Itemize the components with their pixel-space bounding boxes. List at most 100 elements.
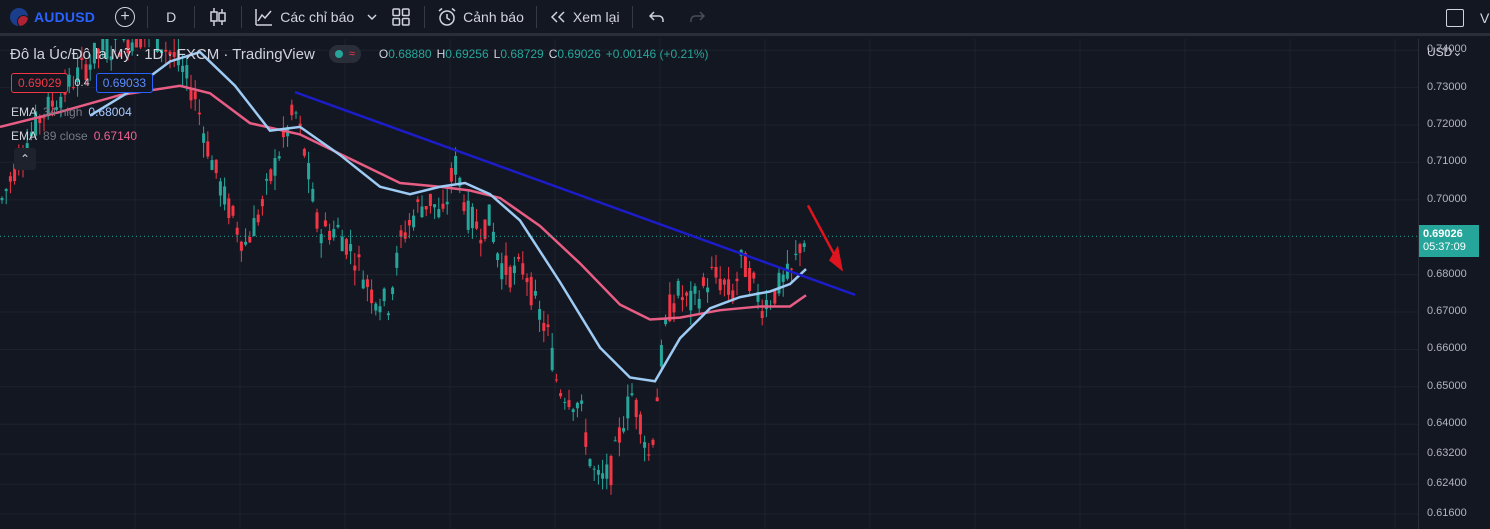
price-axis[interactable]: USD⌄ 0.69026 05:37:09 0.74000 0.73000 0.72…	[1418, 39, 1490, 529]
candle-body	[290, 105, 293, 116]
toolbar-divider	[536, 6, 537, 28]
candle-body	[265, 179, 268, 181]
candle-body	[358, 254, 361, 257]
indicator-ema34-legend[interactable]: EMA 34 high 0.68004	[11, 105, 132, 119]
price-tick-label: 0.63200	[1427, 447, 1467, 459]
candle-body	[702, 277, 705, 286]
price-chart[interactable]	[0, 39, 1418, 529]
candle-body	[530, 277, 533, 305]
symbol-label: AUDUSD	[34, 9, 95, 25]
candle-body	[479, 240, 482, 244]
candle-body	[799, 244, 802, 253]
candle-body	[534, 291, 537, 296]
trendline	[295, 92, 855, 295]
price-tick-label: 0.61600	[1427, 507, 1467, 519]
candle-body	[521, 263, 524, 274]
candle-body	[311, 189, 314, 201]
square-icon[interactable]	[1446, 9, 1464, 27]
candle-body	[689, 291, 692, 311]
indicator-ema89-legend[interactable]: EMA 89 close 0.67140	[11, 129, 137, 143]
ohlc-item: L0.68729	[494, 47, 544, 61]
candle-body	[496, 253, 499, 260]
collapse-legend-button[interactable]: ⌃	[14, 148, 36, 170]
chart-title[interactable]: Đô la Úc/Đô la Mỹ · 1D · FXCM · TradingV…	[10, 46, 315, 63]
market-status-pill[interactable]: ≈	[329, 45, 361, 63]
candle-body	[681, 297, 684, 300]
candle-body	[190, 89, 193, 100]
candle-body	[727, 279, 730, 295]
ohlc-item: H0.69256	[437, 47, 489, 61]
candle-body	[773, 289, 776, 303]
last-price-tag: 0.69026 05:37:09	[1419, 225, 1479, 257]
candle-body	[316, 212, 319, 228]
candle-body	[719, 279, 722, 290]
interval-label: D	[166, 9, 176, 25]
rewind-icon	[549, 10, 567, 24]
candle-body	[652, 440, 655, 445]
indicators-dropdown-button[interactable]	[362, 0, 382, 35]
candle-body	[710, 267, 713, 268]
candle-body	[656, 397, 659, 401]
candle-body	[605, 464, 608, 478]
chevron-up-icon: ⌃	[20, 152, 30, 166]
candle-body	[379, 306, 382, 312]
candle-body	[610, 456, 613, 485]
candle-body	[278, 156, 281, 158]
candle-body	[206, 141, 209, 156]
candle-body	[194, 91, 197, 99]
undo-button[interactable]	[637, 0, 677, 35]
layout-button[interactable]	[382, 0, 420, 35]
candle-body	[547, 324, 550, 327]
candle-body	[248, 237, 251, 242]
candle-body	[622, 428, 625, 431]
candle-body	[211, 160, 214, 170]
aud-usd-flag-icon	[10, 8, 28, 26]
toolbar-divider	[194, 6, 195, 28]
candles-icon	[209, 7, 227, 27]
candle-body	[563, 402, 566, 403]
spread-value: 0.4	[74, 77, 89, 89]
price-tick-label: 0.73000	[1427, 81, 1467, 93]
toolbar-divider	[424, 6, 425, 28]
ohlc-key: O	[379, 47, 388, 61]
toolbar-right: V	[1446, 0, 1490, 36]
candle-body	[391, 288, 394, 294]
sell-price-button[interactable]: 0.69029	[11, 73, 68, 93]
ohlc-value: 0.69026	[557, 47, 600, 61]
candle-body	[526, 278, 529, 282]
ohlc-value: 0.69256	[445, 47, 488, 61]
toolbar-divider	[241, 6, 242, 28]
chart-type-button[interactable]	[199, 0, 237, 35]
candle-body	[635, 400, 638, 417]
candle-body	[429, 194, 432, 206]
toolbar-cut-text[interactable]: V	[1480, 10, 1490, 26]
price-tick-label: 0.67000	[1427, 305, 1467, 317]
candle-body	[715, 267, 718, 278]
chart-legend: Đô la Úc/Đô la Mỹ · 1D · FXCM · TradingV…	[10, 45, 709, 63]
candle-body	[748, 268, 751, 291]
candle-body	[9, 176, 12, 181]
market-open-dot-icon	[335, 50, 343, 58]
buy-price-button[interactable]: 0.69033	[96, 73, 153, 93]
interval-button[interactable]: D	[152, 0, 190, 35]
indicators-button[interactable]: Các chỉ báo	[246, 0, 362, 35]
redo-button[interactable]	[677, 0, 717, 35]
candle-body	[647, 454, 650, 455]
candle-body	[240, 242, 243, 251]
symbol-selector[interactable]: AUDUSD	[0, 8, 107, 26]
candle-body	[421, 207, 424, 217]
indicator-value: 0.68004	[88, 105, 131, 119]
add-symbol-button[interactable]: +	[107, 0, 143, 35]
candle-body	[542, 323, 545, 331]
replay-button[interactable]: Xem lại	[541, 0, 628, 35]
candle-body	[370, 290, 373, 304]
candle-body	[631, 393, 634, 395]
alert-button[interactable]: Cảnh báo	[429, 0, 532, 35]
toolbar-divider	[632, 6, 633, 28]
last-price-value: 0.69026	[1423, 228, 1479, 241]
candle-body	[232, 206, 235, 216]
candle-body	[349, 244, 352, 251]
indicator-value: 0.67140	[94, 129, 137, 143]
candle-body	[505, 256, 508, 275]
ohlc-values: O0.68880 H0.69256 L0.68729 C0.69026 +0.00146…	[379, 47, 709, 61]
